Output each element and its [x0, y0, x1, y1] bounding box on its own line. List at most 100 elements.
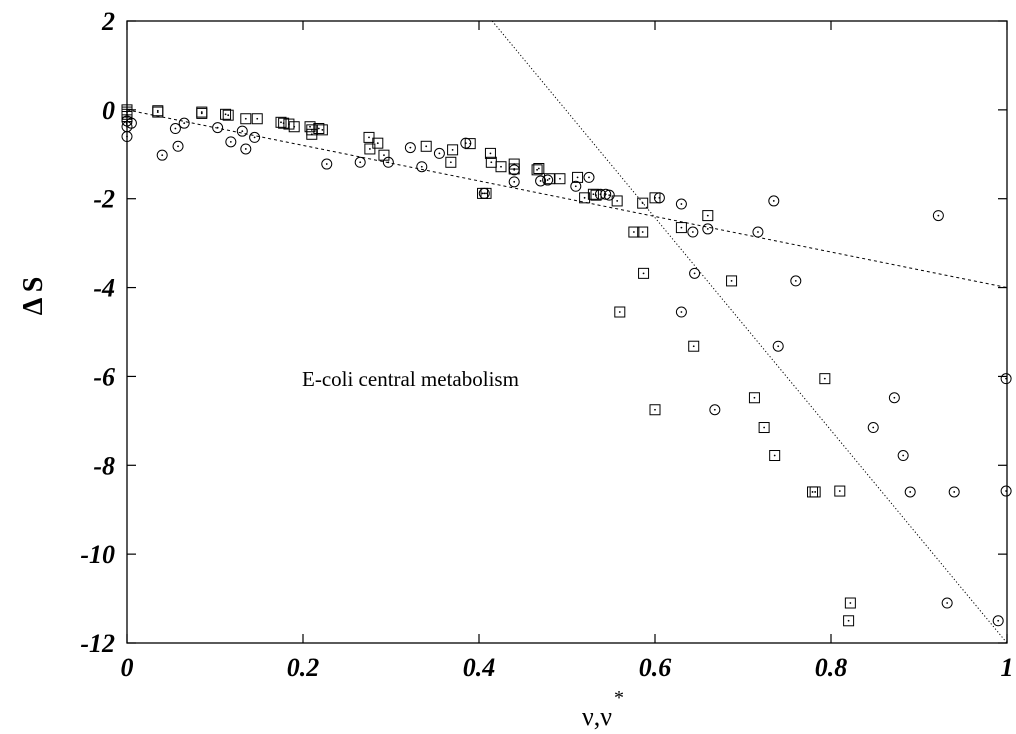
square-point	[819, 373, 831, 385]
circle-point	[603, 189, 615, 201]
square-point	[447, 144, 459, 156]
square-point	[637, 226, 649, 238]
point-center-dot	[438, 152, 441, 155]
square-point	[769, 450, 781, 462]
x-tick-label: 1	[1001, 653, 1014, 682]
circle-point	[867, 422, 879, 434]
circle-point	[478, 187, 490, 199]
circle-point	[752, 226, 764, 238]
square-point	[649, 404, 661, 416]
point-center-dot	[849, 602, 852, 604]
point-center-dot	[893, 396, 896, 399]
circle-point	[172, 140, 184, 152]
point-center-dot	[583, 196, 586, 199]
point-center-dot	[632, 231, 635, 233]
square-point	[611, 195, 623, 207]
square-point	[688, 340, 700, 352]
point-center-dot	[244, 117, 247, 120]
square-point	[758, 422, 770, 434]
y-tick-label: -12	[80, 629, 115, 658]
square-point	[638, 267, 650, 279]
data-points	[121, 104, 1012, 627]
point-center-dot	[368, 136, 370, 139]
point-center-dot	[200, 111, 203, 113]
y-tick-label: -2	[93, 185, 115, 214]
square-point	[587, 188, 599, 200]
square-point	[196, 107, 208, 119]
circle-point	[772, 340, 784, 352]
point-center-dot	[513, 180, 516, 183]
point-center-dot	[156, 111, 159, 113]
square-point	[675, 222, 687, 234]
square-point	[251, 113, 263, 125]
point-center-dot	[293, 125, 296, 128]
point-center-dot	[224, 113, 227, 116]
circle-point	[121, 131, 133, 143]
point-center-dot	[618, 311, 621, 313]
point-center-dot	[953, 491, 956, 493]
y-tick-label: -10	[80, 540, 115, 569]
square-point	[240, 113, 252, 125]
circle-point	[1000, 485, 1012, 497]
point-center-dot	[642, 272, 645, 275]
point-center-dot	[368, 148, 371, 150]
point-center-dot	[706, 228, 709, 230]
point-center-dot	[902, 454, 905, 457]
circle-point	[583, 171, 595, 183]
point-center-dot	[588, 176, 590, 179]
circle-point	[1000, 373, 1012, 385]
point-center-dot	[1005, 377, 1008, 380]
point-center-dot	[680, 226, 683, 229]
square-point	[484, 147, 496, 159]
point-center-dot	[946, 602, 949, 604]
point-center-dot	[126, 113, 128, 116]
y-tick-label: 2	[101, 7, 115, 36]
y-tick-label: 0	[102, 96, 115, 125]
point-center-dot	[200, 112, 203, 115]
circle-point	[904, 486, 916, 498]
point-center-dot	[692, 345, 695, 348]
point-center-dot	[216, 126, 219, 129]
point-center-dot	[997, 619, 1000, 622]
square-point	[748, 392, 760, 404]
point-center-dot	[794, 280, 797, 282]
point-center-dot	[310, 133, 313, 136]
point-center-dot	[376, 142, 379, 145]
square-point	[152, 106, 164, 118]
circle-point	[156, 149, 168, 161]
circle-point	[888, 392, 900, 404]
point-center-dot	[604, 193, 607, 196]
circle-point	[460, 137, 472, 149]
y-tick-label: -4	[93, 274, 115, 303]
circle-point	[508, 176, 520, 188]
point-center-dot	[616, 200, 619, 202]
circle-point	[508, 164, 520, 176]
axis-ticks	[126, 20, 1008, 644]
circle-point	[249, 131, 261, 143]
square-point	[316, 124, 328, 136]
y-tick-label: -6	[93, 362, 115, 391]
point-center-dot	[451, 148, 454, 151]
point-center-dot	[539, 180, 542, 182]
square-point	[543, 173, 555, 185]
point-center-dot	[317, 127, 320, 130]
circle-point	[675, 306, 687, 318]
point-center-dot	[156, 109, 159, 112]
y-tick-label: -8	[93, 451, 115, 480]
point-center-dot	[489, 152, 492, 155]
circle-point	[125, 117, 137, 129]
point-center-dot	[574, 185, 577, 188]
x-tick-label: 0.6	[639, 653, 672, 682]
circle-point	[321, 158, 333, 170]
point-center-dot	[537, 167, 540, 170]
point-center-dot	[909, 491, 912, 493]
point-center-dot	[937, 214, 940, 217]
square-point	[809, 486, 821, 498]
square-point	[531, 164, 543, 176]
point-center-dot	[713, 408, 716, 411]
point-center-dot	[387, 161, 390, 164]
point-center-dot	[706, 214, 709, 217]
square-point	[222, 109, 234, 121]
square-point	[304, 121, 316, 133]
point-center-dot	[229, 140, 232, 143]
